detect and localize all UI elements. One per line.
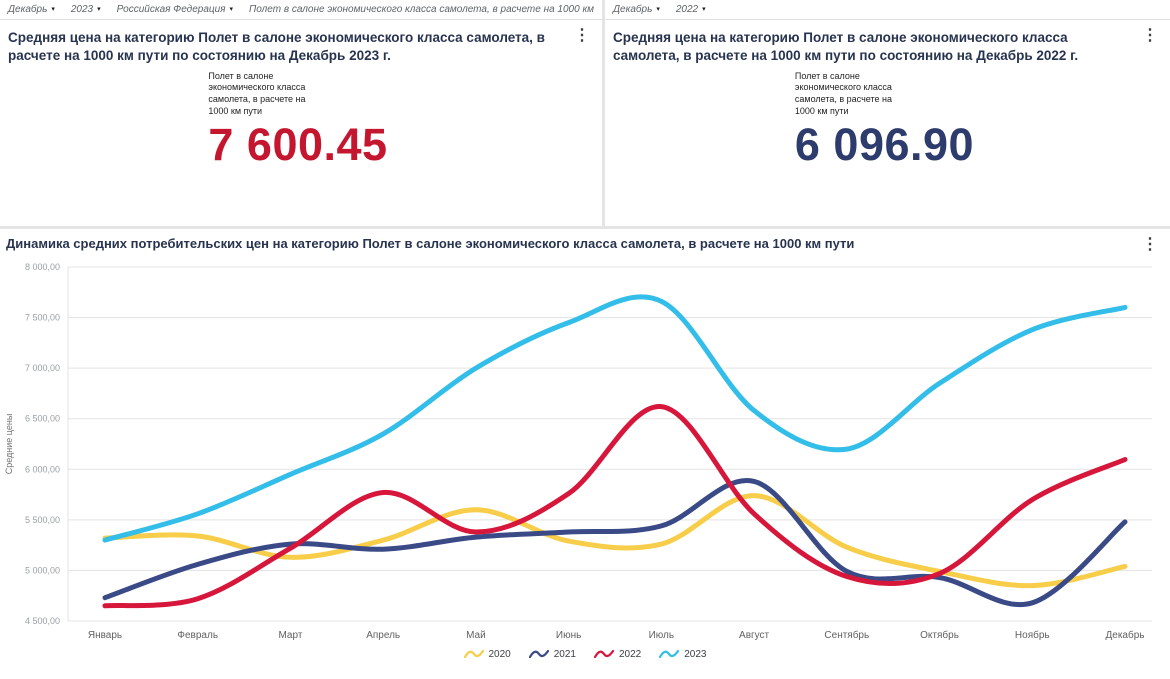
kpi-title-2023: Средняя цена на категорию Полет в салоне…: [8, 30, 545, 63]
chart-title: Динамика средних потребительских цен на …: [6, 236, 855, 251]
filter-year[interactable]: 2022 ▾: [676, 4, 706, 15]
svg-text:7 000,00: 7 000,00: [25, 363, 60, 373]
kebab-menu-icon[interactable]: ⋮: [574, 27, 590, 44]
metric-value-2023: 7 600.45: [208, 119, 388, 171]
svg-text:Ноябрь: Ноябрь: [1015, 629, 1050, 641]
price-dynamics-card: Динамика средних потребительских цен на …: [0, 229, 1170, 679]
filter-year[interactable]: 2023 ▾: [71, 4, 101, 15]
svg-text:5 500,00: 5 500,00: [25, 515, 60, 525]
legend-label: 2022: [619, 648, 642, 660]
metric-block-2022: Полет в салоне экономического класса сам…: [795, 71, 974, 168]
filter-year-label: 2023: [70, 4, 94, 15]
metric-label-2022: Полет в салоне экономического класса сам…: [794, 70, 892, 116]
filter-month[interactable]: Декабрь ▾: [8, 4, 55, 15]
filter-year-label: 2022: [675, 4, 699, 15]
chart-legend: 2020 2021 2022 2023: [0, 649, 1170, 660]
filter-month-label: Декабрь: [8, 4, 48, 15]
kpi-title-2022: Средняя цена на категорию Полет в салоне…: [613, 30, 1079, 63]
legend-line-swatch-icon: [659, 650, 680, 659]
metric-label-2023: Полет в салоне экономического класса сам…: [208, 70, 306, 116]
legend-line-swatch-icon: [528, 650, 549, 659]
svg-text:7 500,00: 7 500,00: [25, 312, 60, 322]
kpi-card-2023: Декабрь ▾ 2023 ▾ Российская Федерация ▾ …: [0, 0, 602, 226]
kebab-menu-icon[interactable]: ⋮: [1142, 27, 1158, 44]
svg-text:Февраль: Февраль: [177, 630, 218, 641]
kpi-card-2022: Декабрь ▾ 2022 ▾ Средняя цена на категор…: [605, 0, 1170, 226]
filter-month[interactable]: Декабрь ▾: [613, 4, 660, 15]
kpi-card-body-2023: Средняя цена на категорию Полет в салоне…: [0, 20, 602, 226]
filter-bar-2023: Декабрь ▾ 2023 ▾ Российская Федерация ▾ …: [0, 0, 602, 20]
legend-item-2023[interactable]: 2023: [659, 648, 707, 660]
legend-item-2021[interactable]: 2021: [528, 648, 576, 660]
filter-month-label: Декабрь: [613, 4, 653, 15]
filter-region-label: Российская Федерация: [116, 4, 226, 15]
svg-text:4 500,00: 4 500,00: [25, 616, 60, 626]
chevron-down-icon: ▾: [702, 6, 706, 13]
legend-label: 2021: [553, 648, 576, 660]
svg-text:Январь: Январь: [88, 630, 122, 641]
svg-text:Май: Май: [466, 630, 486, 641]
metric-block-2023: Полет в салоне экономического класса сам…: [208, 71, 387, 168]
svg-text:Октябрь: Октябрь: [920, 629, 959, 641]
svg-text:Средние цены: Средние цены: [4, 414, 14, 475]
svg-text:6 000,00: 6 000,00: [25, 464, 60, 474]
filter-category[interactable]: Полет в салоне экономического класса сам…: [249, 4, 594, 15]
kebab-menu-icon[interactable]: ⋮: [1142, 236, 1158, 253]
legend-line-swatch-icon: [463, 650, 484, 659]
legend-label: 2020: [488, 648, 511, 660]
filter-category-label: Полет в салоне экономического класса сам…: [249, 4, 594, 15]
legend-item-2020[interactable]: 2020: [463, 648, 511, 660]
svg-text:6 500,00: 6 500,00: [25, 414, 60, 424]
kpi-row: Декабрь ▾ 2023 ▾ Российская Федерация ▾ …: [0, 0, 1170, 226]
chevron-down-icon: ▾: [51, 6, 55, 13]
metric-value-2022: 6 096.90: [794, 119, 975, 171]
legend-label: 2023: [684, 648, 707, 660]
svg-text:Август: Август: [739, 630, 770, 641]
chevron-down-icon: ▾: [97, 6, 101, 13]
kpi-card-body-2022: Средняя цена на категорию Полет в салоне…: [605, 20, 1170, 226]
svg-text:Июль: Июль: [649, 630, 675, 641]
svg-text:Март: Март: [278, 630, 302, 641]
svg-text:Сентябрь: Сентябрь: [824, 629, 869, 641]
legend-line-swatch-icon: [594, 650, 614, 659]
svg-text:Июнь: Июнь: [556, 630, 581, 641]
svg-text:5 000,00: 5 000,00: [25, 565, 60, 575]
svg-text:8 000,00: 8 000,00: [25, 262, 60, 272]
filter-region[interactable]: Российская Федерация ▾: [117, 4, 233, 15]
svg-text:Декабрь: Декабрь: [1106, 629, 1145, 641]
svg-text:Апрель: Апрель: [366, 630, 400, 641]
price-dynamics-chart: 4 500,00 5 000,00 5 500,00 6 000,00 6 500,00…: [4, 262, 1152, 641]
chevron-down-icon: ▾: [229, 6, 234, 13]
legend-item-2022[interactable]: 2022: [594, 649, 641, 660]
chevron-down-icon: ▾: [656, 6, 660, 13]
filter-bar-2022: Декабрь ▾ 2022 ▾: [605, 0, 1170, 20]
